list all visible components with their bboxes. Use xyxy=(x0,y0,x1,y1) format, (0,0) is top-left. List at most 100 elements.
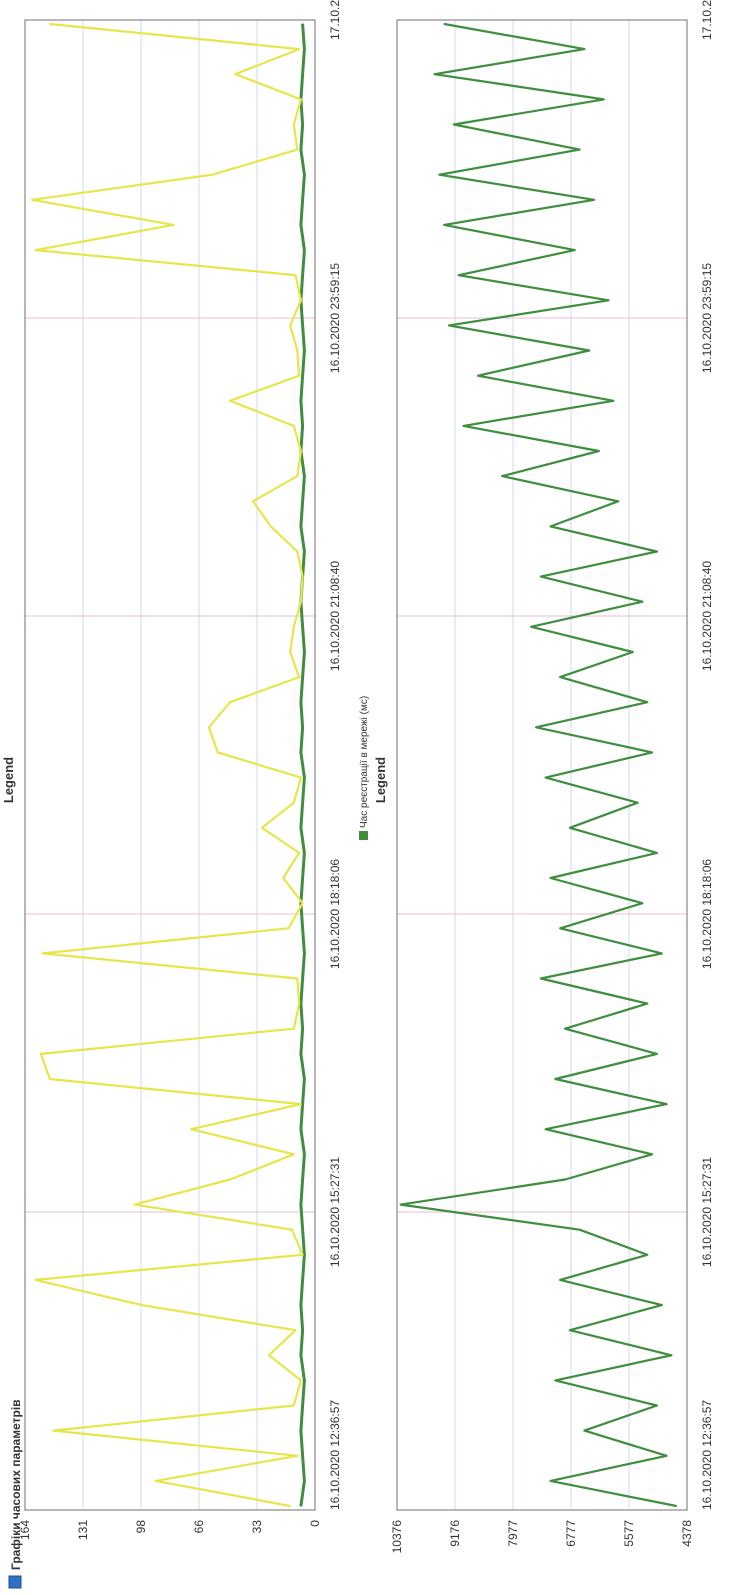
legend: LegendЗатримка (мс)Jitter (мс) xyxy=(1,757,16,803)
x-tick-label: 16.10.2020 18:18:06 xyxy=(700,859,714,969)
series-point xyxy=(303,1153,306,1156)
series-point xyxy=(301,274,304,276)
series-point xyxy=(294,274,297,276)
delay-jitter-chart: 164 131 98 66 33 0 16.10.2020 12:36:57 16.10.20… xyxy=(1,0,342,1540)
x-tick-label: 16.10.2020 15:27:31 xyxy=(700,1157,714,1267)
legend-swatch xyxy=(359,831,368,840)
series-point xyxy=(535,726,537,729)
series-point xyxy=(646,1002,649,1005)
y-tick-label: 33 xyxy=(250,1520,264,1534)
series-point xyxy=(448,324,450,327)
series-point xyxy=(291,1228,293,1231)
y-tick-label: 66 xyxy=(192,1520,206,1534)
series-point xyxy=(298,48,300,50)
series-point xyxy=(300,701,302,703)
series-point xyxy=(661,1304,663,1306)
series-point xyxy=(52,1429,55,1432)
series-point xyxy=(433,73,436,75)
series-point xyxy=(301,23,304,25)
series-point xyxy=(296,550,299,553)
series-point xyxy=(300,148,302,151)
series-point xyxy=(399,1203,402,1206)
series-point xyxy=(293,1027,295,1030)
series-point xyxy=(172,224,175,226)
series-point xyxy=(300,826,302,829)
series-point xyxy=(301,1404,304,1407)
series-point xyxy=(301,1279,304,1281)
series-point xyxy=(298,374,300,377)
series-point xyxy=(211,173,214,176)
series-point xyxy=(301,575,304,578)
series-point xyxy=(641,902,644,904)
y-tick-label: 10376 xyxy=(390,1520,404,1554)
series-point xyxy=(540,575,542,578)
series-line xyxy=(31,22,304,1508)
series-point xyxy=(293,801,295,804)
x-tick-label: 16.10.2020 18:18:06 xyxy=(328,859,342,969)
series-point xyxy=(296,977,299,980)
series-point xyxy=(438,173,441,176)
series-point xyxy=(301,500,304,503)
series-point xyxy=(34,1279,37,1281)
series-point xyxy=(294,1329,297,1331)
y-tick-label: 9176 xyxy=(448,1520,462,1547)
series-point xyxy=(133,1203,136,1206)
plot-area-frame xyxy=(396,19,688,1511)
series-point xyxy=(303,550,306,553)
series-point xyxy=(300,1304,302,1306)
series-point xyxy=(301,1253,304,1256)
plot-area-frame xyxy=(24,19,316,1511)
series-point xyxy=(303,475,306,477)
series-point xyxy=(268,1354,270,1357)
series-point xyxy=(296,1455,299,1457)
series-point xyxy=(234,73,237,75)
series-point xyxy=(300,1379,302,1382)
series-point xyxy=(301,1027,304,1030)
series-point xyxy=(578,1228,581,1231)
series-point xyxy=(443,224,446,226)
series-point xyxy=(270,525,272,528)
series-point xyxy=(651,751,653,754)
series-point xyxy=(300,1203,302,1206)
series-point xyxy=(593,199,595,201)
series-point xyxy=(252,500,254,503)
series-point xyxy=(301,625,304,628)
series-point xyxy=(301,801,304,804)
series-point xyxy=(656,1053,658,1055)
series-point xyxy=(661,952,663,955)
series-point xyxy=(261,826,263,829)
series-point xyxy=(457,274,460,276)
series-point xyxy=(301,676,304,678)
series-point xyxy=(301,877,304,879)
series-point xyxy=(300,400,302,402)
series-point xyxy=(303,952,306,955)
series-point xyxy=(583,1429,586,1432)
series-point xyxy=(303,776,306,779)
series-point xyxy=(300,1053,302,1055)
series-point xyxy=(530,625,532,628)
series-point xyxy=(303,249,306,251)
series-point xyxy=(598,450,600,452)
x-tick-label: 16.10.2020 12:36:57 xyxy=(328,1400,342,1510)
series-point xyxy=(289,324,292,327)
series-point xyxy=(656,1404,658,1407)
series-point xyxy=(229,1178,231,1181)
series-point xyxy=(656,550,658,553)
series-point xyxy=(140,1304,143,1306)
x-tick-label: 16.10.2020 23:59:15 xyxy=(700,263,714,373)
y-tick-label: 6777 xyxy=(564,1520,578,1547)
window-app-icon xyxy=(8,1575,22,1589)
series-point xyxy=(300,1505,302,1507)
x-tick-label: 16.10.2020 23:59:15 xyxy=(328,263,342,373)
series-point xyxy=(282,877,285,879)
series-point xyxy=(443,23,446,25)
series-point xyxy=(296,475,299,477)
series-point xyxy=(588,349,590,352)
series-point xyxy=(300,98,302,101)
series-point xyxy=(540,977,542,980)
series-point xyxy=(298,1002,300,1005)
series-point xyxy=(544,1128,547,1130)
series-point xyxy=(569,1329,571,1331)
x-tick-label: 16.10.2020 21:08:40 xyxy=(700,561,714,671)
series-point xyxy=(300,450,302,452)
